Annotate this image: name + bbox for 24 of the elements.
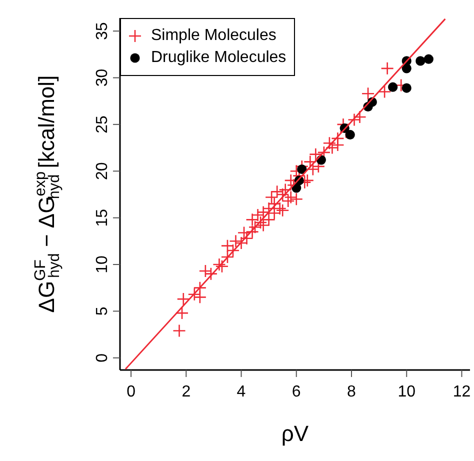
y-tick-label: 30 — [94, 68, 111, 87]
x-tick-label: 0 — [126, 383, 136, 400]
y-tick-label: 15 — [94, 208, 111, 227]
x-axis-title: ρV — [281, 421, 309, 446]
x-tick-label: 10 — [398, 383, 416, 400]
x-tick-label: 6 — [292, 383, 301, 400]
y-tick-label: 10 — [94, 255, 111, 274]
legend-label: Simple Molecules — [151, 27, 276, 45]
point — [424, 54, 434, 64]
x-tick-label: 12 — [452, 383, 471, 400]
x-tick-label: 4 — [236, 383, 246, 400]
point — [388, 82, 398, 92]
point — [345, 130, 355, 140]
y-tick-label: 0 — [94, 353, 111, 362]
point — [297, 164, 307, 174]
y-tick-label: 25 — [94, 115, 111, 134]
y-tick-label: 5 — [94, 306, 111, 316]
legend-label: Druglike Molecules — [151, 49, 286, 67]
x-tick-label: 2 — [182, 383, 191, 400]
y-tick-label: 20 — [94, 162, 111, 180]
y-tick-label: 35 — [94, 22, 111, 40]
point — [416, 56, 426, 66]
point — [402, 83, 412, 93]
x-tick-label: 8 — [347, 383, 356, 400]
